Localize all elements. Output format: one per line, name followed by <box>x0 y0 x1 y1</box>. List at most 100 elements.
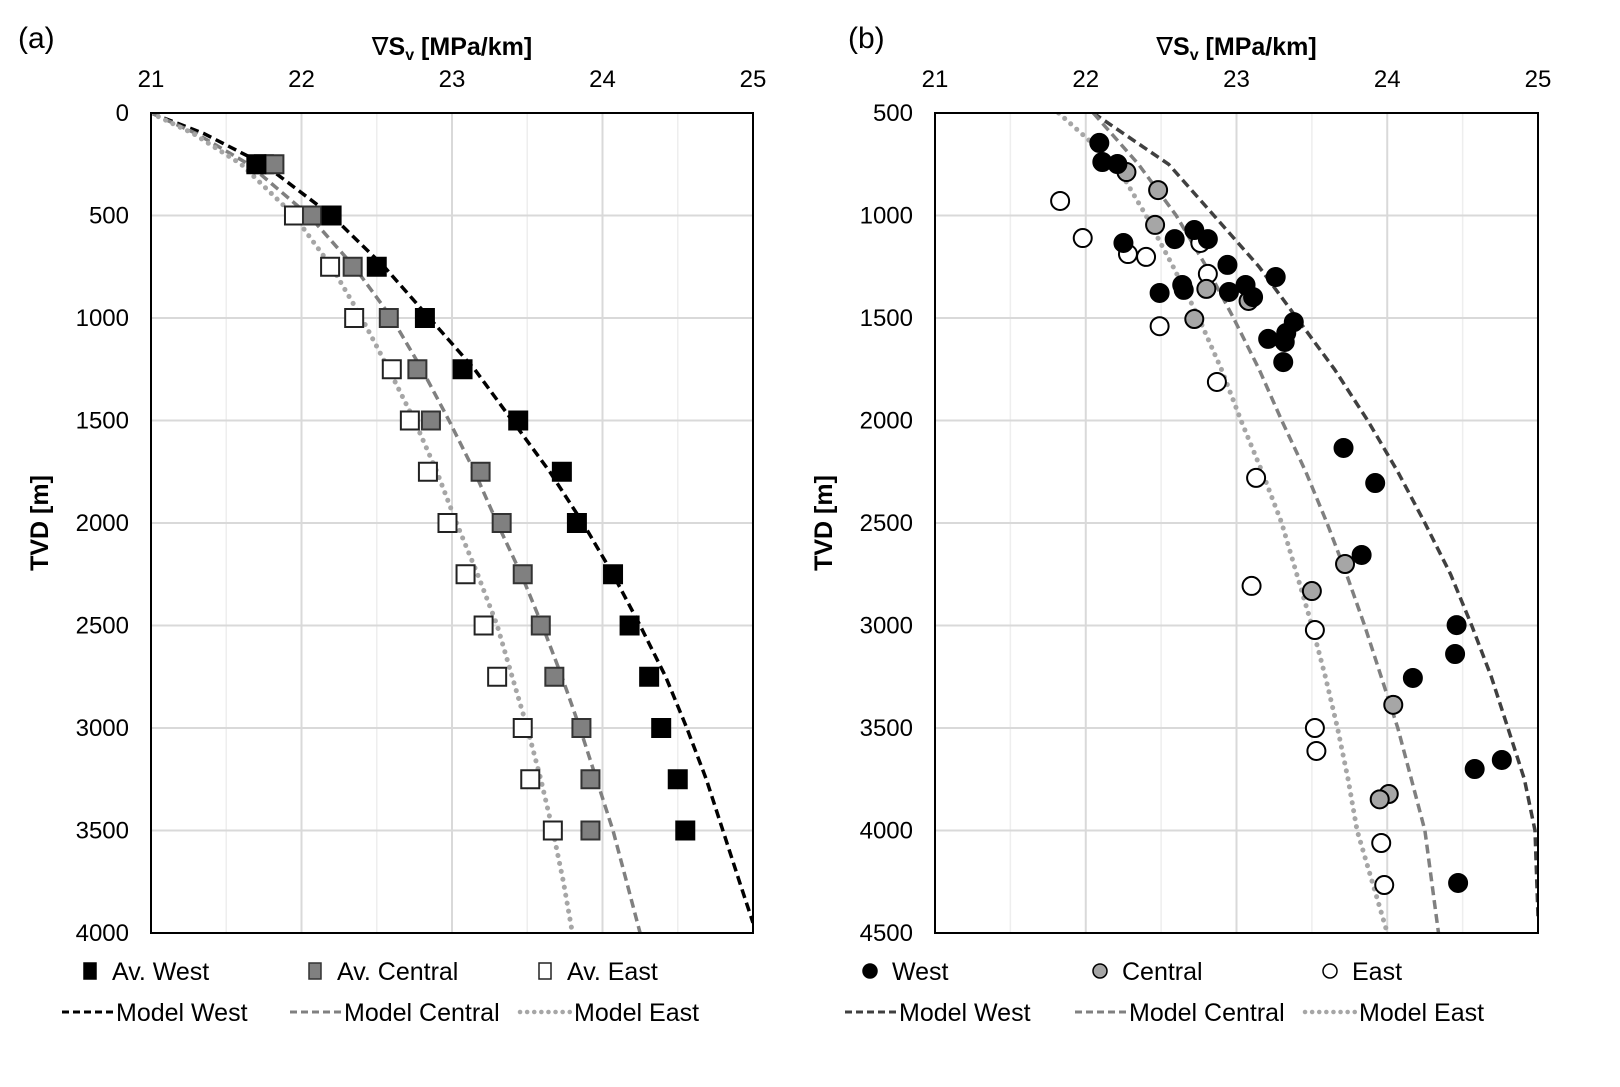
y-tick-label: 4000 <box>76 920 129 947</box>
data-point <box>651 718 672 738</box>
data-point <box>1304 620 1325 641</box>
y-tick-label: 4000 <box>860 818 913 845</box>
x-tick-label: 24 <box>589 66 616 93</box>
data-point <box>530 615 551 636</box>
series-av-west <box>246 154 696 841</box>
data-point <box>1164 229 1185 250</box>
data-point <box>542 820 563 841</box>
series-west <box>1089 132 1512 893</box>
x-tick-label: 21 <box>138 66 165 93</box>
legend-label: Model Central <box>1129 999 1285 1027</box>
series-east <box>1050 190 1395 896</box>
data-point <box>1383 694 1404 715</box>
y-tick-label: 1000 <box>860 203 913 230</box>
data-point <box>520 769 541 790</box>
legend-marker <box>538 962 552 980</box>
data-point <box>420 410 441 431</box>
data-point <box>455 564 476 585</box>
legend-label: Av. East <box>567 958 658 986</box>
data-point <box>1089 132 1110 153</box>
legend-marker <box>308 962 322 980</box>
y-tick-label: 2500 <box>860 510 913 537</box>
data-point <box>283 205 304 226</box>
data-point <box>366 256 387 277</box>
data-point <box>1184 309 1205 330</box>
data-point <box>1402 667 1423 688</box>
panel-a: (a) ∇Sv [MPa/km] TVD [m] 21 22 23 24 25 0 500 1000… <box>18 22 766 1027</box>
data-point <box>566 513 587 533</box>
x-tick-label: 25 <box>1525 66 1552 93</box>
data-point <box>1371 833 1392 854</box>
x-tick-label: 22 <box>1072 66 1099 93</box>
panel-label: (b) <box>848 22 885 55</box>
legend-marker <box>862 963 878 979</box>
y-axis-title: TVD [m] <box>810 475 838 571</box>
y-tick-label: 1000 <box>76 305 129 332</box>
data-point <box>1333 437 1354 458</box>
legend-label: Model Central <box>344 999 500 1027</box>
data-point <box>1445 643 1466 664</box>
data-point <box>417 461 438 482</box>
data-point <box>1145 214 1166 235</box>
data-point <box>1365 473 1386 494</box>
data-point <box>1136 246 1157 267</box>
y-tick-label: 4500 <box>860 920 913 947</box>
data-point <box>344 308 365 328</box>
data-point <box>1218 281 1239 302</box>
x-axis-title: ∇Sv [MPa/km] <box>371 33 532 64</box>
data-point <box>381 359 402 380</box>
plot-frame <box>150 112 754 934</box>
series-line-model-west <box>151 113 753 924</box>
data-point <box>414 308 435 328</box>
data-point <box>1173 279 1194 300</box>
data-point <box>1351 544 1372 565</box>
data-point <box>491 513 512 533</box>
legend-label: Central <box>1122 958 1203 986</box>
legend-label: Model East <box>574 999 699 1027</box>
data-point <box>1149 316 1170 337</box>
data-point <box>1491 749 1512 770</box>
x-axis-title: ∇Sv [MPa/km] <box>1155 33 1316 64</box>
y-tick-label: 3500 <box>76 818 129 845</box>
data-point <box>603 564 624 585</box>
data-point <box>1283 312 1304 333</box>
data-point <box>1243 287 1264 308</box>
data-point <box>378 308 399 328</box>
data-point <box>1374 875 1395 896</box>
legend-marker <box>1322 963 1338 979</box>
y-tick-label: 2000 <box>860 408 913 435</box>
y-tick-label: 0 <box>116 100 129 127</box>
legend-label: Av. Central <box>337 958 458 986</box>
y-tick-label: 3000 <box>860 613 913 640</box>
x-tick-label: 22 <box>288 66 315 93</box>
legend: Av. West Av. Central Av. East Model West Mod… <box>62 958 699 1027</box>
legend-label: West <box>892 958 949 986</box>
data-point <box>512 564 533 585</box>
y-tick-label: 2500 <box>76 613 129 640</box>
data-point <box>321 205 342 226</box>
data-point <box>1197 229 1218 250</box>
y-tick-label: 500 <box>873 100 913 127</box>
data-point <box>667 769 688 790</box>
x-tick-label: 23 <box>439 66 466 93</box>
data-point <box>1304 718 1325 738</box>
data-point <box>1306 740 1327 761</box>
data-point <box>1301 581 1322 602</box>
y-tick-label: 500 <box>89 203 129 230</box>
data-point <box>1335 554 1356 574</box>
data-point <box>1246 467 1267 488</box>
data-point <box>1217 254 1238 275</box>
data-point <box>619 615 640 636</box>
y-axis-title: TVD [m] <box>26 475 54 571</box>
data-point <box>407 359 428 380</box>
data-point <box>580 820 601 841</box>
data-point <box>1196 278 1217 299</box>
data-point <box>437 513 458 533</box>
data-point <box>675 820 696 841</box>
data-point <box>1113 232 1134 253</box>
data-point <box>1369 789 1390 810</box>
data-point <box>487 666 508 687</box>
series-line-model-east <box>1056 113 1390 933</box>
data-point <box>1464 759 1485 779</box>
x-tick-label: 24 <box>1374 66 1401 93</box>
